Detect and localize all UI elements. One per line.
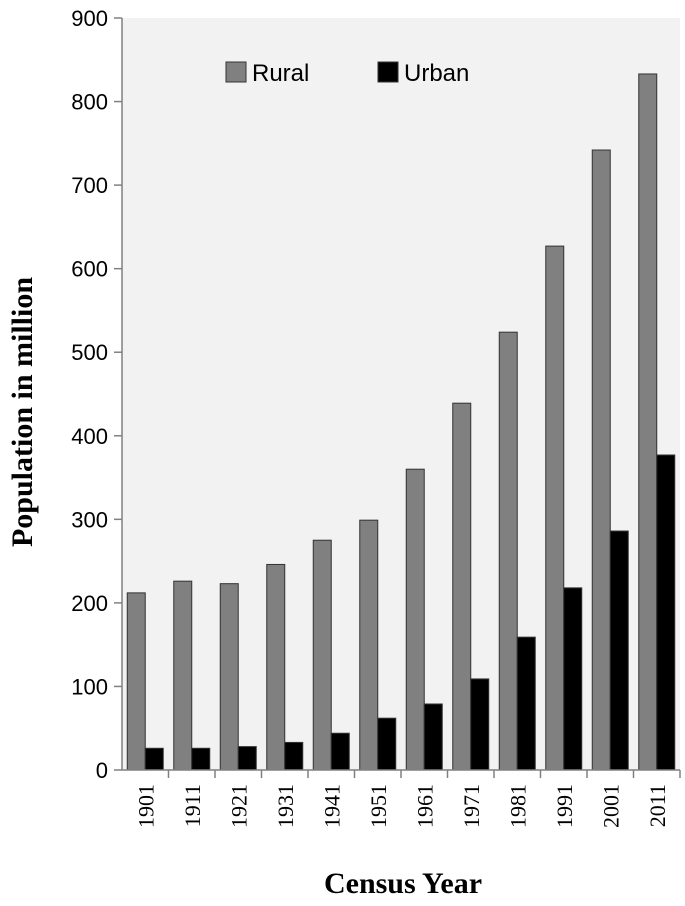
x-tick-label: 1901 [133,784,158,828]
x-tick-label: 1941 [319,784,344,828]
bar-rural-1991 [545,245,565,771]
bar-urban-2001 [609,530,629,771]
y-tick-label: 600 [71,257,108,282]
x-axis-ticks: 1901 1911 1921 1931 1941 1951 1961 1971 1981 1991… [133,770,681,828]
x-tick-label: 1931 [273,784,298,828]
bar-urban-2011 [656,454,676,771]
x-tick-label: 1981 [505,784,530,828]
x-tick-label: 2011 [645,784,670,827]
bar-rural-1961 [405,468,425,771]
bar-rural-1931 [266,563,286,771]
y-tick-label: 100 [71,674,108,699]
bar-urban-1991 [563,587,583,771]
bars-group [126,73,676,771]
x-tick-label: 1951 [366,784,391,828]
x-tick-label: 1961 [412,784,437,828]
x-tick-label: 1911 [180,784,205,827]
bar-rural-1981 [498,331,518,771]
plot-area [122,18,680,770]
bar-rural-2001 [591,149,611,771]
bar-urban-1961 [423,703,443,771]
bar-rural-1941 [312,539,332,771]
bar-rural-1901 [126,592,146,771]
y-tick-label: 800 [71,90,108,115]
bar-rural-1951 [359,519,379,771]
y-tick-label: 400 [71,424,108,449]
bar-urban-1951 [377,717,397,771]
legend-swatch-rural [225,61,247,83]
y-tick-label: 200 [71,591,108,616]
x-tick-label: 2001 [598,784,623,828]
y-tick-label: 500 [71,340,108,365]
y-axis-title: Population in million [6,277,39,547]
bar-urban-1901 [144,747,164,771]
bar-urban-1931 [284,741,304,771]
legend-swatch-urban [377,61,399,83]
bar-urban-1971 [470,678,490,771]
x-tick-label: 1991 [552,784,577,828]
x-tick-label: 1921 [226,784,251,828]
bar-urban-1981 [516,636,536,771]
bar-rural-1911 [173,580,193,771]
bar-rural-2011 [638,73,658,771]
y-axis-ticks: 0 100 200 300 400 500 600 700 800 900 [71,6,122,783]
legend-label-urban: Urban [404,60,469,87]
y-tick-label: 300 [71,507,108,532]
legend: Rural Urban [225,60,469,87]
bar-urban-1941 [330,732,350,771]
bar-urban-1921 [237,746,257,771]
bar-rural-1971 [452,402,472,771]
x-tick-label: 1971 [459,784,484,828]
bar-urban-1911 [191,747,211,771]
y-tick-label: 0 [96,758,108,783]
y-tick-label: 900 [71,6,108,31]
x-axis-title: Census Year [324,867,482,900]
legend-label-rural: Rural [252,60,309,87]
y-tick-label: 700 [71,173,108,198]
bar-rural-1921 [219,583,239,771]
